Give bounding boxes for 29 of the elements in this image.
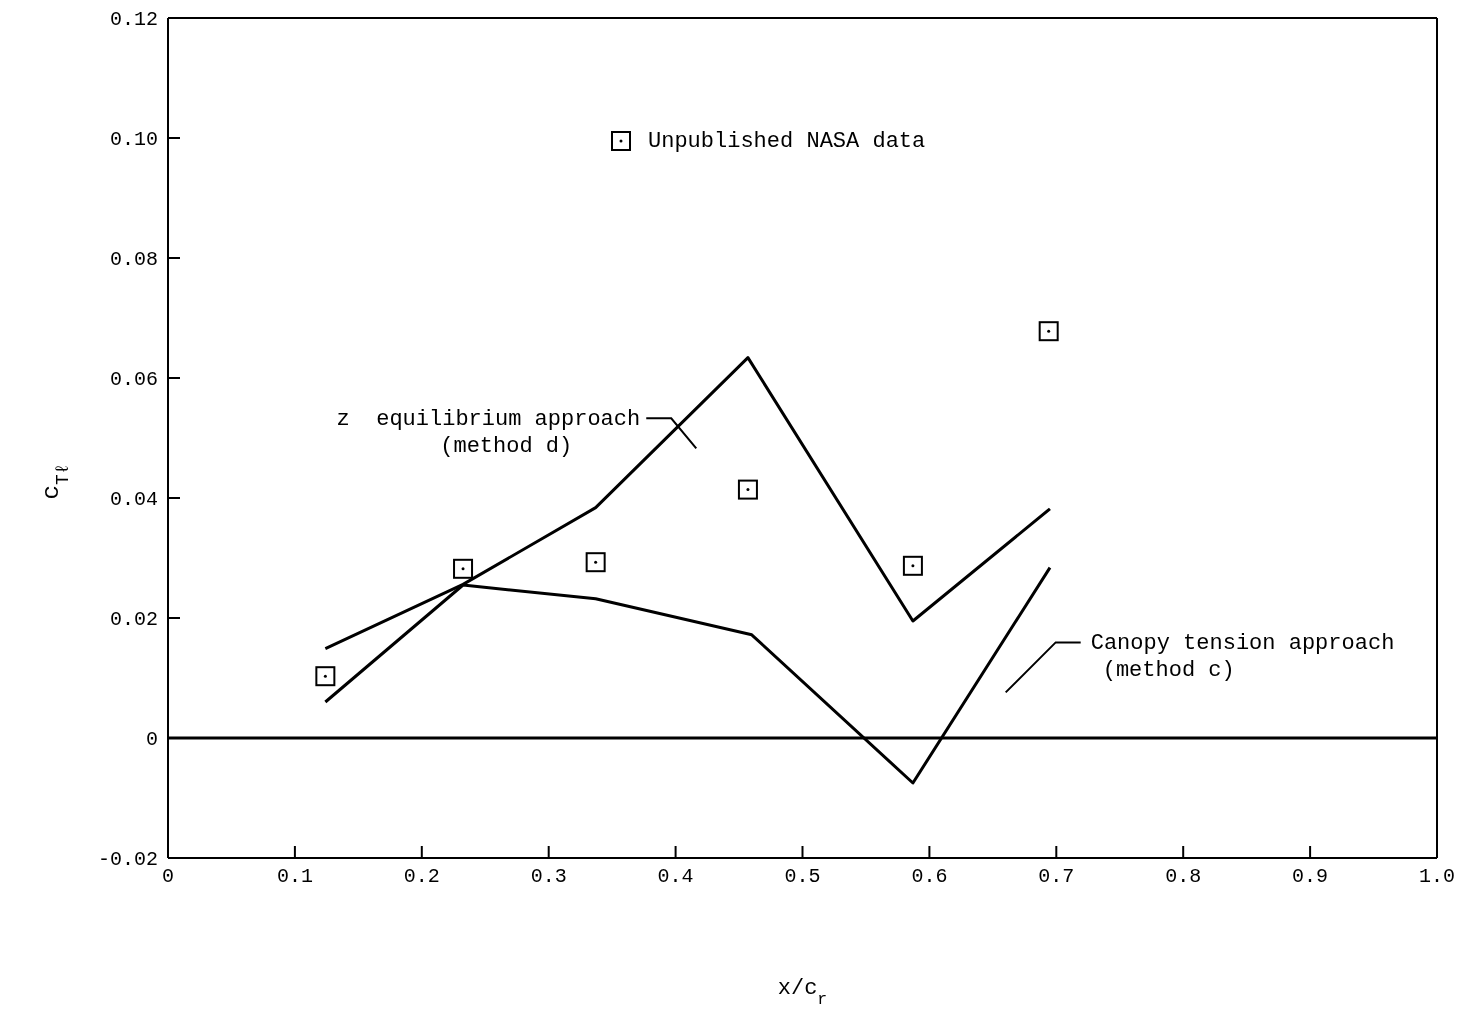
- x-tick-label: 0.6: [911, 865, 948, 889]
- point: [585, 552, 606, 573]
- y-tick-label: 0.04: [109, 488, 158, 512]
- x-tick-label: 0.8: [1165, 865, 1202, 889]
- y-tick-label: 0.12: [109, 8, 158, 32]
- x-tick-label: 0.4: [657, 865, 694, 889]
- legend-label: Canopy tension approach (method c): [1090, 631, 1395, 684]
- legend-label: Unpublished NASA data: [648, 128, 926, 154]
- x-tick-label: 0.9: [1292, 865, 1329, 889]
- point: [315, 666, 336, 687]
- point: [902, 555, 923, 576]
- y-tick-label: 0.08: [109, 248, 158, 272]
- x-tick-label: 0.1: [276, 865, 313, 889]
- y-tick-label: 0.10: [109, 128, 158, 152]
- x-tick-label: 1.0: [1418, 865, 1456, 889]
- series-label: z equilibrium approach (method d): [336, 407, 641, 460]
- y-tick-label: 0: [145, 728, 158, 752]
- y-tick-label: -0.02: [97, 848, 158, 872]
- x-tick-label: 0.5: [784, 865, 821, 889]
- x-tick-label: 0.7: [1038, 865, 1075, 889]
- point: [453, 558, 474, 579]
- y-tick-label: 0.02: [109, 608, 158, 632]
- x-axis-title: x/c$_{r}$: [777, 976, 828, 1009]
- y-tick-label: 0.06: [109, 368, 158, 392]
- x-tick-label: 0: [161, 865, 175, 889]
- x-tick-label: 0.3: [530, 865, 567, 889]
- point: [737, 479, 758, 500]
- point: [1038, 321, 1059, 342]
- x-tick-label: 0.2: [403, 865, 440, 889]
